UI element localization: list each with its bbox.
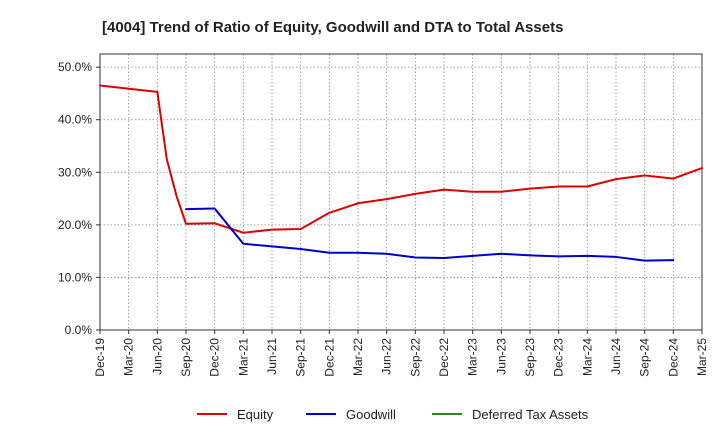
x-tick-label: Mar-20 — [122, 338, 136, 376]
x-tick-label: Jun-20 — [150, 338, 164, 375]
x-tick-label: Jun-24 — [609, 338, 623, 375]
legend: Equity Goodwill Deferred Tax Assets — [197, 407, 589, 422]
x-tick-label: Mar-23 — [466, 338, 480, 376]
x-tick-label: Sep-23 — [523, 338, 537, 377]
x-tick-label: Dec-22 — [437, 338, 451, 377]
series-line-goodwill — [185, 207, 675, 262]
y-tick-label: 40.0% — [58, 113, 92, 127]
legend-label-equity: Equity — [237, 407, 274, 422]
series-line-equity — [99, 84, 703, 234]
legend-label-deferred-tax-assets: Deferred Tax Assets — [472, 407, 589, 422]
y-tick-label: 20.0% — [58, 218, 92, 232]
x-tick-label: Dec-19 — [93, 338, 107, 377]
x-tick-label: Sep-21 — [294, 338, 308, 377]
x-tick-label: Sep-24 — [638, 338, 652, 377]
x-tick-label: Mar-21 — [236, 338, 250, 376]
chart-title: [4004] Trend of Ratio of Equity, Goodwil… — [102, 19, 563, 36]
x-axis: Dec-19 Mar-20 Jun-20 Sep-20 Dec-20 Mar-21 Jun-… — [93, 330, 709, 377]
x-tick-label: Jun-23 — [494, 338, 508, 375]
series-layer — [99, 84, 703, 262]
x-tick-label: Dec-20 — [208, 338, 222, 377]
plot-area-frame — [99, 53, 703, 331]
x-tick-label: Dec-21 — [322, 338, 336, 377]
legend-label-goodwill: Goodwill — [346, 407, 396, 422]
x-tick-label: Jun-22 — [380, 338, 394, 375]
x-tick-label: Dec-24 — [666, 338, 680, 377]
x-tick-label: Sep-22 — [408, 338, 422, 377]
x-tick-label: Mar-22 — [351, 338, 365, 376]
x-tick-label: Dec-23 — [552, 338, 566, 377]
y-tick-label: 10.0% — [58, 270, 92, 284]
x-tick-label: Sep-20 — [179, 338, 193, 377]
y-tick-label: 0.0% — [65, 323, 93, 337]
x-tick-label: Mar-25 — [695, 338, 709, 376]
y-axis: 0.0% 10.0% 20.0% 30.0% 40.0% 50.0% — [58, 60, 100, 337]
y-tick-label: 50.0% — [58, 60, 92, 74]
y-tick-label: 30.0% — [58, 165, 92, 179]
x-tick-label: Jun-21 — [265, 338, 279, 375]
grid — [99, 54, 703, 331]
x-tick-label: Mar-24 — [580, 338, 594, 376]
